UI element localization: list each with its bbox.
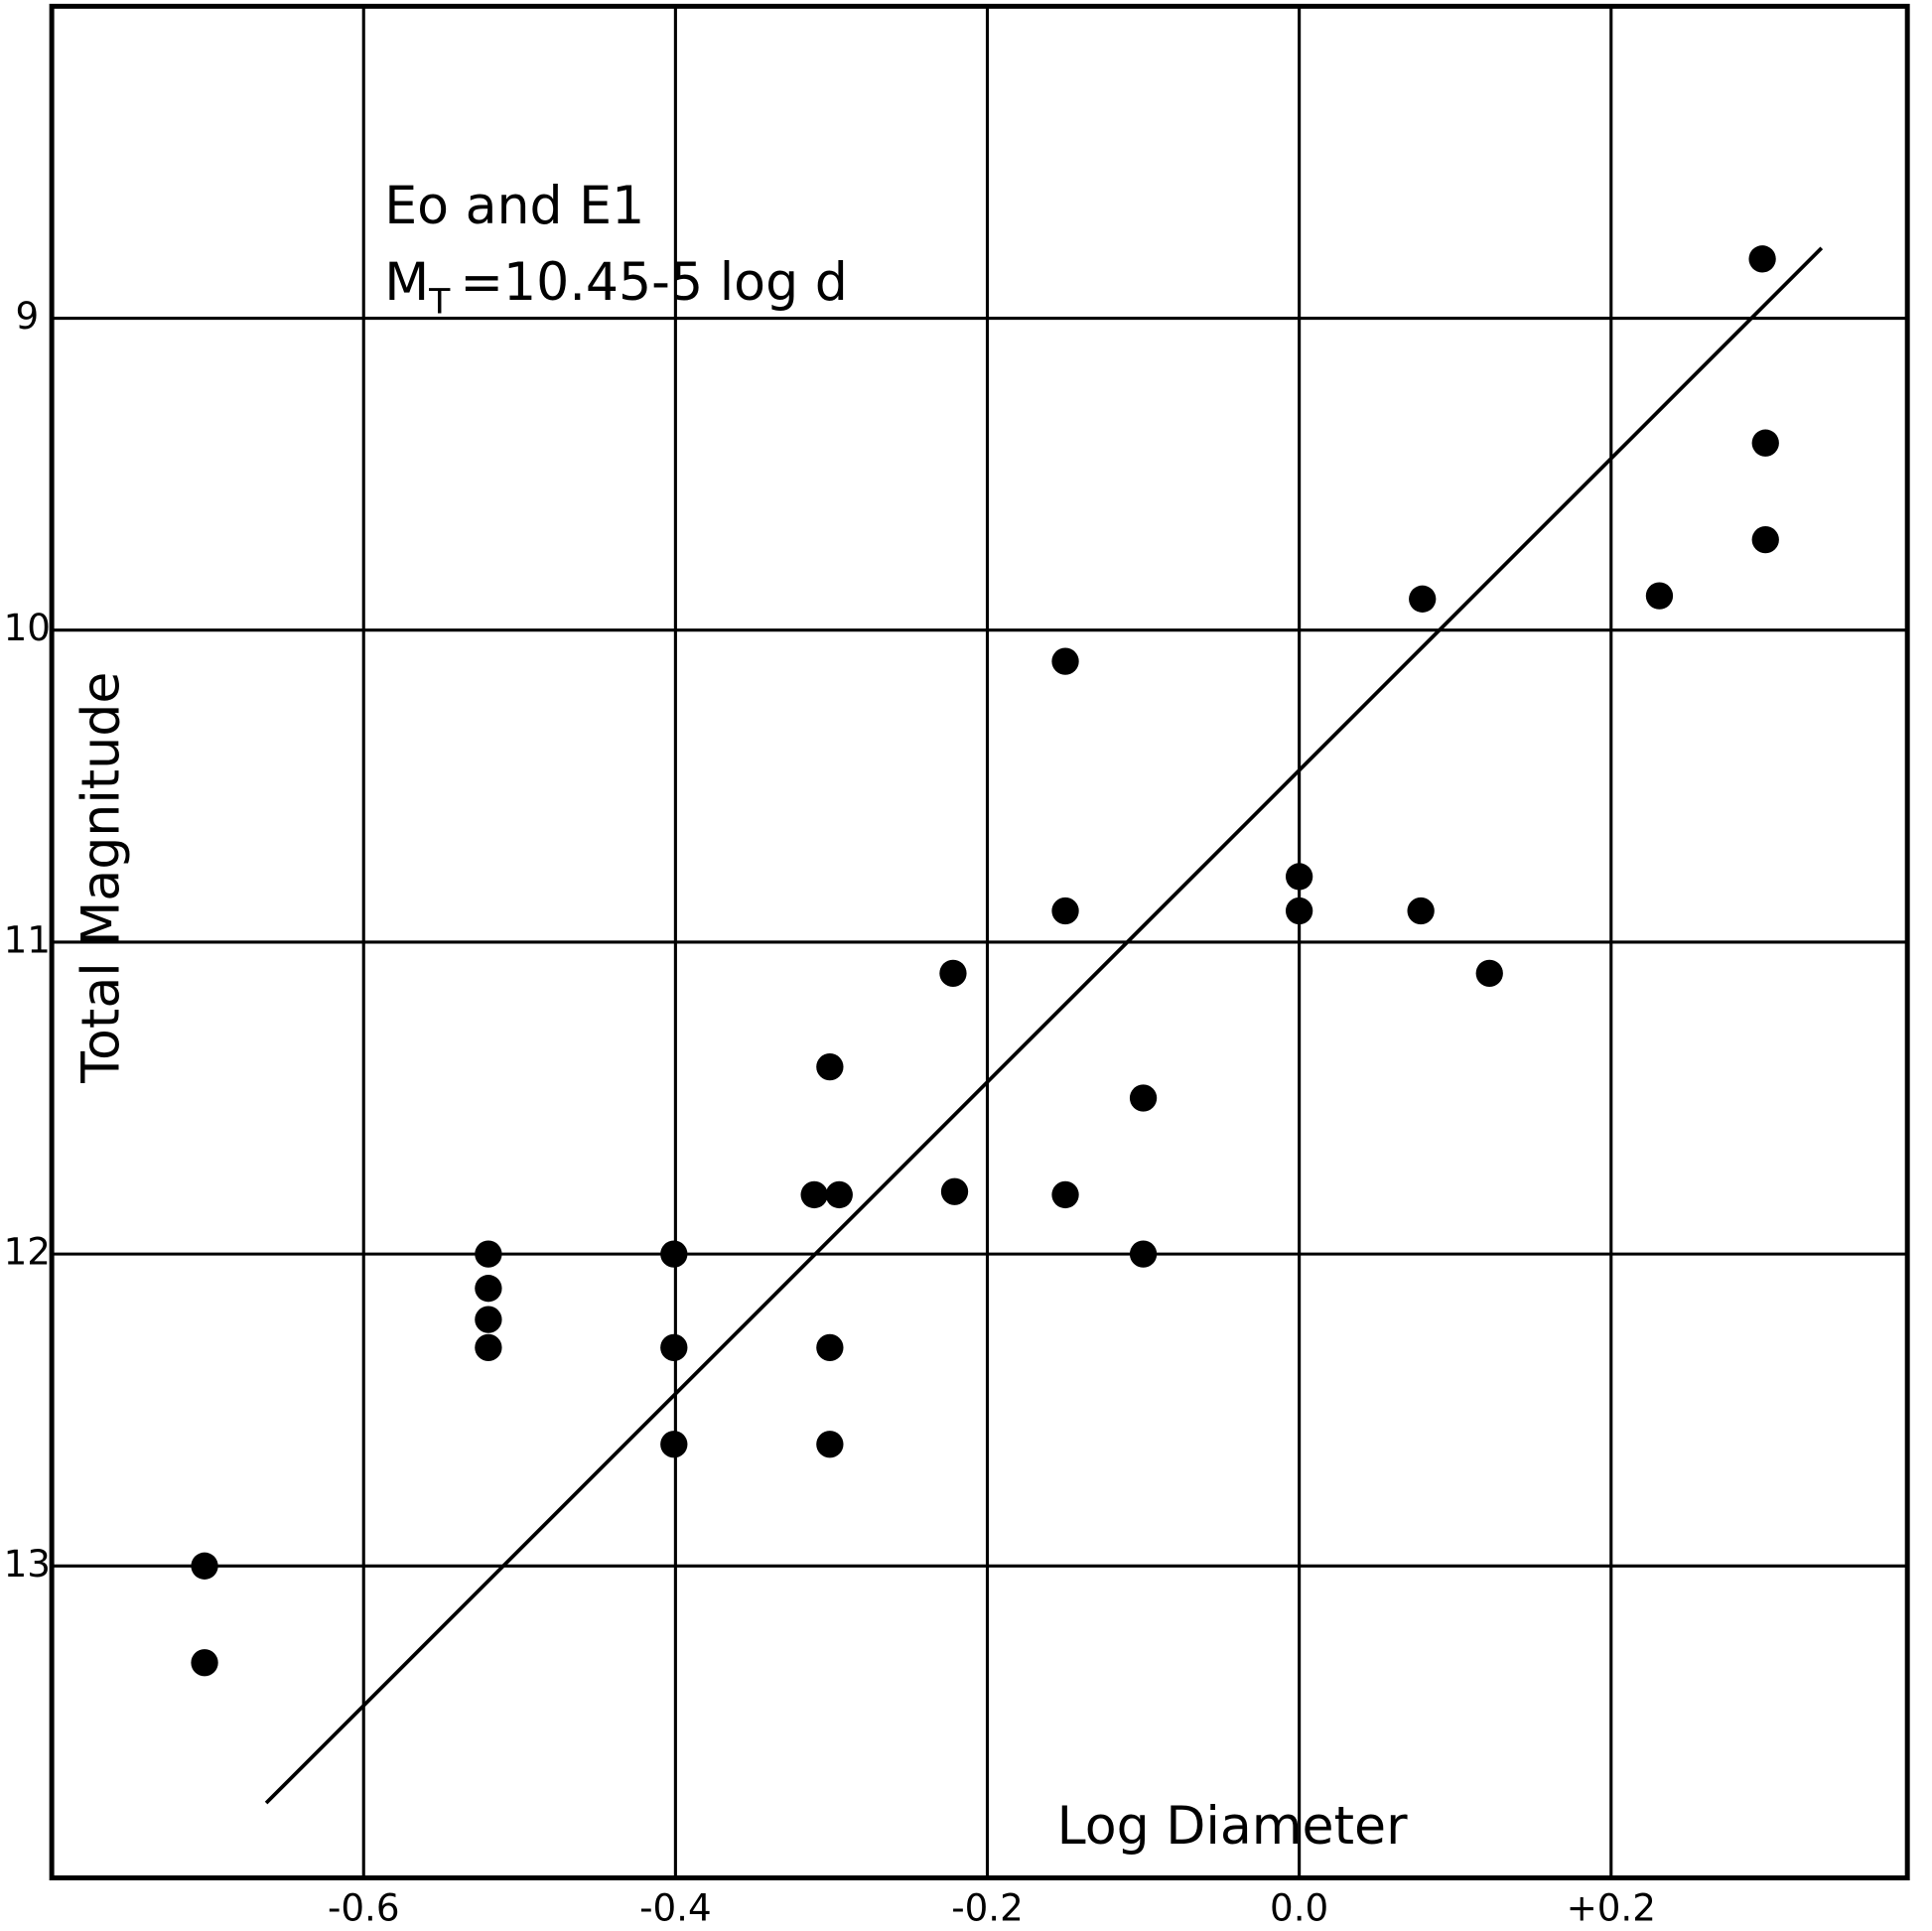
x-tick-label: 0.0 <box>1270 1885 1328 1929</box>
data-point <box>660 1431 688 1458</box>
data-point <box>816 1052 844 1081</box>
y-tick-label: 13 <box>4 1542 51 1586</box>
data-point <box>800 1180 828 1209</box>
y-axis-label: Total Magnitude <box>71 672 131 1084</box>
fit-line <box>264 246 1824 1805</box>
data-point <box>475 1333 502 1362</box>
equation-symbol: M <box>384 253 429 313</box>
data-point <box>1129 1240 1158 1268</box>
data-point <box>1285 863 1313 891</box>
x-tick-label: -0.6 <box>328 1885 400 1929</box>
data-point <box>1051 897 1079 925</box>
equation: MT =10.45-5 log d <box>384 253 848 322</box>
data-point <box>816 1431 844 1458</box>
y-tick-label: 10 <box>4 606 51 649</box>
data-point <box>939 959 967 987</box>
data-point <box>1645 582 1674 610</box>
data-point <box>475 1275 502 1303</box>
y-tick-label: 12 <box>4 1230 51 1274</box>
data-point <box>1051 647 1079 675</box>
x-tick-label: -0.4 <box>639 1885 712 1929</box>
data-point <box>660 1240 688 1268</box>
plot-frame <box>49 3 1910 1880</box>
equation-subscript: T <box>428 282 451 322</box>
data-point <box>1285 897 1313 925</box>
data-point <box>1751 525 1779 554</box>
annotation: Eo and E1 <box>384 177 644 236</box>
data-point <box>825 1180 853 1209</box>
x-axis-label: Log Diameter <box>1057 1797 1408 1857</box>
data-point <box>1409 585 1437 613</box>
x-tick-label: +0.2 <box>1567 1885 1656 1929</box>
data-point <box>1751 429 1779 457</box>
y-tick-label: 11 <box>4 917 51 961</box>
y-tick-label: 9 <box>15 294 39 338</box>
data-point <box>660 1333 688 1362</box>
data-point <box>475 1306 502 1333</box>
data-point <box>1129 1084 1158 1112</box>
x-tick-label: -0.2 <box>951 1885 1024 1929</box>
data-point <box>191 1552 218 1580</box>
data-point <box>475 1240 502 1268</box>
data-point <box>191 1649 218 1677</box>
data-point <box>1051 1180 1079 1209</box>
data-point <box>940 1177 969 1205</box>
data-point <box>816 1333 844 1362</box>
data-point <box>1475 959 1503 987</box>
data-point <box>1748 245 1776 273</box>
data-point <box>1407 897 1435 925</box>
equation-text: =10.45-5 log d <box>460 253 847 313</box>
